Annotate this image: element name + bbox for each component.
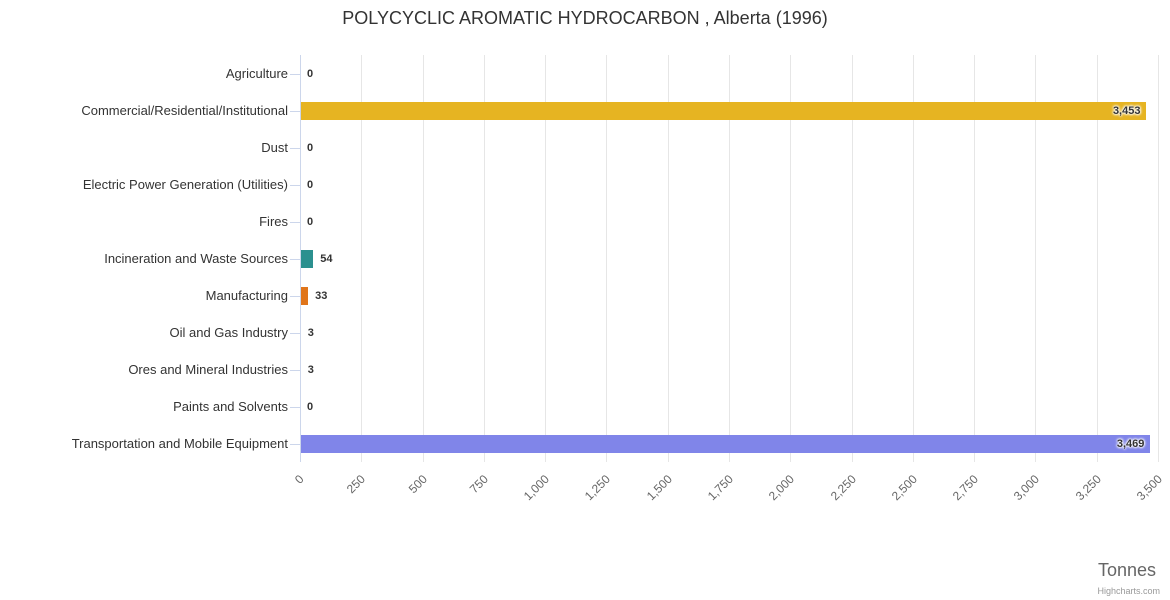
bar-value-label: 0: [307, 400, 314, 413]
y-axis-tick: [290, 295, 300, 297]
category-label: Paints and Solvents: [173, 398, 288, 414]
y-axis-tick: [290, 258, 300, 260]
gridline: [1158, 55, 1159, 462]
y-axis-tick: [290, 332, 300, 334]
gridline: [1096, 55, 1098, 462]
category-label: Fires: [259, 213, 288, 229]
bar-value-label: 3: [307, 363, 314, 376]
y-axis-tick: [290, 73, 300, 75]
bar-value-label: 3,453: [1112, 104, 1141, 117]
y-axis-line: [300, 55, 301, 462]
y-axis-tick: [290, 406, 300, 408]
bar-value-label: 3: [307, 326, 314, 339]
category-label: Incineration and Waste Sources: [104, 250, 288, 266]
gridline: [545, 55, 547, 462]
bar-value-label: 33: [315, 289, 328, 302]
gridline: [606, 55, 608, 462]
category-label: Oil and Gas Industry: [169, 324, 289, 340]
gridline: [1035, 55, 1037, 462]
category-label: Manufacturing: [205, 287, 288, 303]
category-label: Electric Power Generation (Utilities): [82, 176, 288, 192]
y-axis-tick: [290, 221, 300, 223]
gridline: [851, 55, 853, 462]
bar-value-label: 0: [307, 215, 314, 228]
gridline: [729, 55, 730, 462]
gridline: [361, 55, 363, 462]
bar[interactable]: [300, 101, 1146, 120]
x-axis-title: Tonnes: [1097, 560, 1156, 580]
bar-value-label: 3,469: [1116, 437, 1145, 450]
gridline: [667, 55, 669, 462]
y-axis-tick: [290, 443, 300, 445]
gridline: [974, 55, 976, 462]
highcharts-credit[interactable]: Highcharts.com: [1097, 586, 1160, 596]
gridline: [790, 55, 792, 462]
y-axis-tick: [290, 369, 300, 371]
y-axis-tick: [290, 110, 300, 112]
category-label: Ores and Mineral Industries: [128, 361, 288, 377]
gridline: [483, 55, 485, 462]
gridline: [422, 55, 424, 462]
category-label: Dust: [261, 139, 288, 155]
bar-value-label: 54: [320, 252, 333, 265]
bar[interactable]: [300, 434, 1150, 453]
bar-value-label: 0: [307, 141, 314, 154]
category-label: Commercial/Residential/Institutional: [81, 102, 288, 118]
chart-title: POLYCYCLIC AROMATIC HYDROCARBON , Albert…: [342, 8, 828, 28]
bar-value-label: 0: [307, 67, 314, 80]
gridline: [912, 55, 914, 462]
bar[interactable]: [300, 286, 308, 305]
bar-value-label: 0: [307, 178, 314, 191]
y-axis-tick: [290, 147, 300, 149]
y-axis-tick: [290, 184, 300, 186]
bar[interactable]: [300, 249, 313, 268]
plot-area: 0 3,453 0 0 0 54 33 3 3 0 3,469: [300, 55, 1159, 462]
category-label: Agriculture: [225, 65, 288, 81]
category-label: Transportation and Mobile Equipment: [71, 435, 288, 451]
